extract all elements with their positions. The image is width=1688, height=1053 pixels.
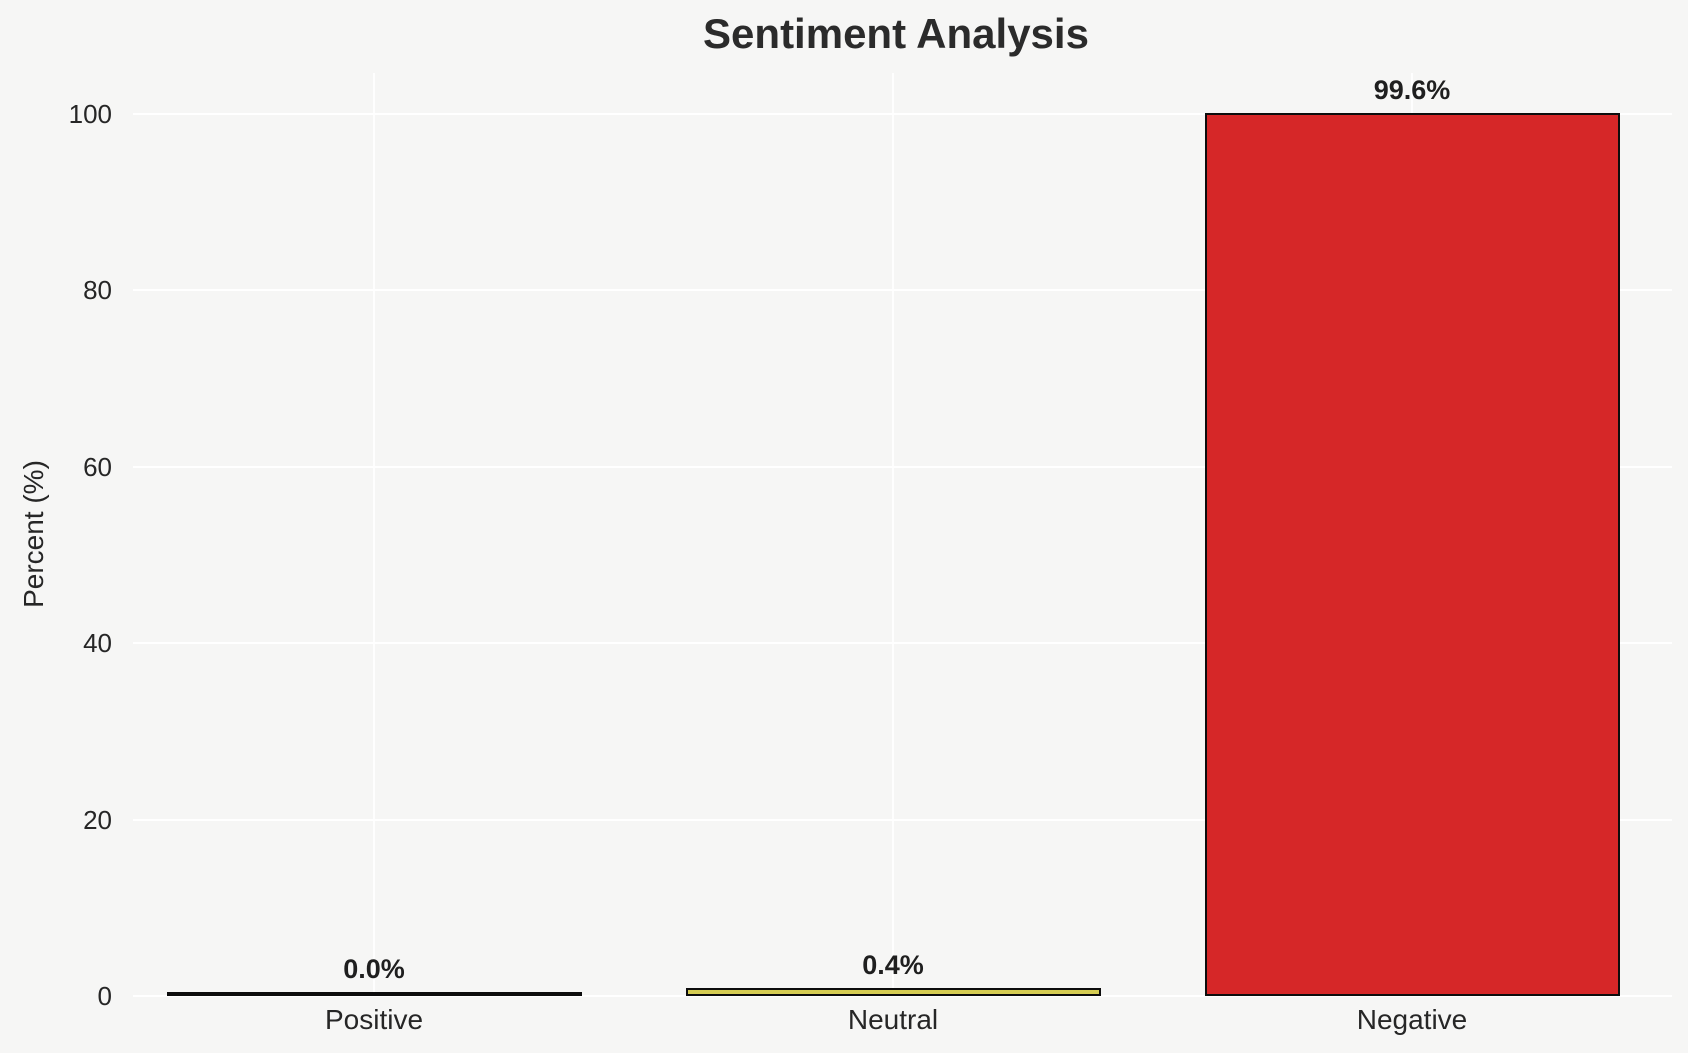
x-gridline xyxy=(892,73,894,996)
y-gridline xyxy=(133,995,1672,997)
y-tick-label: 60 xyxy=(83,451,112,482)
y-gridline xyxy=(133,465,1672,468)
y-gridline xyxy=(133,818,1672,821)
x-tick-label-negative: Negative xyxy=(1356,1004,1468,1035)
y-tick-label: 40 xyxy=(83,628,112,659)
y-gridline xyxy=(133,289,1672,292)
bar-neutral xyxy=(685,988,1101,996)
y-tick-label: 20 xyxy=(83,804,112,835)
bar-value-label-positive: 0.0% xyxy=(343,954,405,984)
x-tick-label-neutral: Neutral xyxy=(847,1004,939,1035)
y-tick-label: 0 xyxy=(97,981,112,1011)
y-tick-label: 100 xyxy=(68,98,112,129)
bar-positive xyxy=(166,992,582,996)
bar-negative xyxy=(1204,113,1620,996)
y-tick-label: 80 xyxy=(83,275,112,306)
y-gridline xyxy=(133,642,1672,645)
chart-title: Sentiment Analysis xyxy=(703,10,1089,57)
y-gridline xyxy=(133,112,1672,115)
x-gridline xyxy=(373,73,375,996)
x-tick-label-positive: Positive xyxy=(324,1004,424,1035)
bar-value-label-negative: 99.6% xyxy=(1373,75,1451,106)
bar-value-label-neutral: 0.4% xyxy=(862,950,924,981)
